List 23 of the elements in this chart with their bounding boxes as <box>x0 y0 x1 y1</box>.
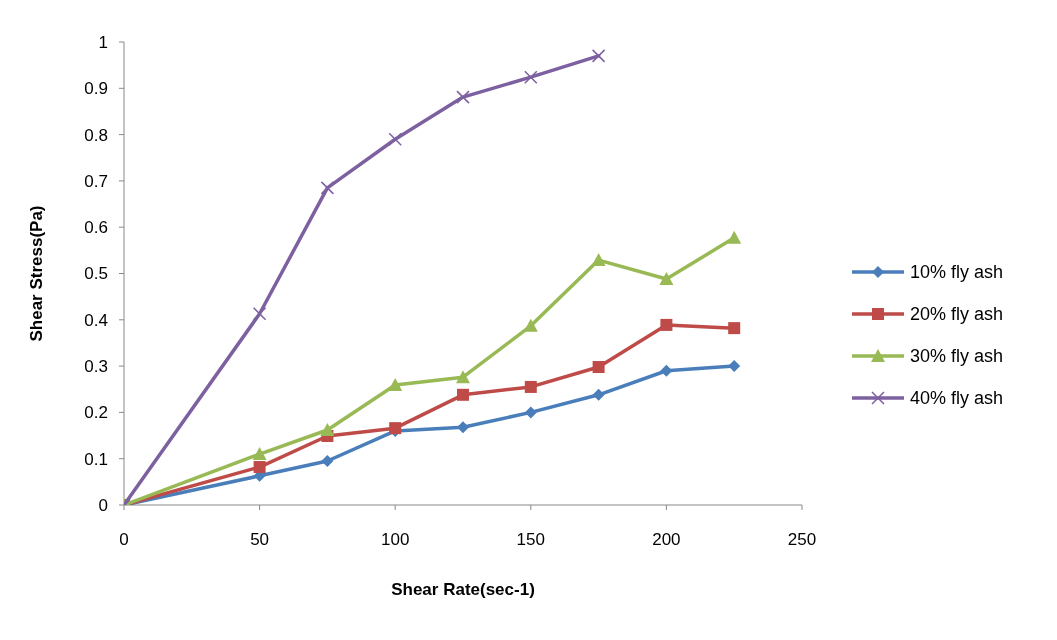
y-tick-label: 0.8 <box>84 125 108 145</box>
x-tick-label: 100 <box>381 530 410 549</box>
legend-label: 40% fly ash <box>910 388 1004 409</box>
y-tick-label: 1 <box>98 32 108 52</box>
y-tick-label: 0.5 <box>84 264 108 284</box>
x-tick-label: 50 <box>250 530 270 549</box>
y-tick-label: 0.4 <box>84 310 108 330</box>
x-tick-label: 250 <box>787 530 817 549</box>
y-tick-label: 0.1 <box>84 449 108 469</box>
y-tick-label: 0 <box>98 495 108 515</box>
y-axis-title: Shear Stress(Pa) <box>27 205 46 342</box>
x-tick-label: 200 <box>652 530 681 549</box>
y-tick-label: 0.3 <box>84 357 108 377</box>
y-tick-label: 0.9 <box>84 79 108 99</box>
x-tick-label: 0 <box>119 530 129 549</box>
x-tick-label: 150 <box>516 530 545 549</box>
legend-label: 10% fly ash <box>910 262 1004 283</box>
y-tick-label: 0.7 <box>84 171 108 191</box>
y-tick-label: 0.6 <box>84 218 108 238</box>
legend-label: 20% fly ash <box>910 304 1004 325</box>
x-axis-title: Shear Rate(sec-1) <box>391 580 535 599</box>
y-tick-label: 0.2 <box>84 403 108 423</box>
legend-label: 30% fly ash <box>910 346 1004 367</box>
